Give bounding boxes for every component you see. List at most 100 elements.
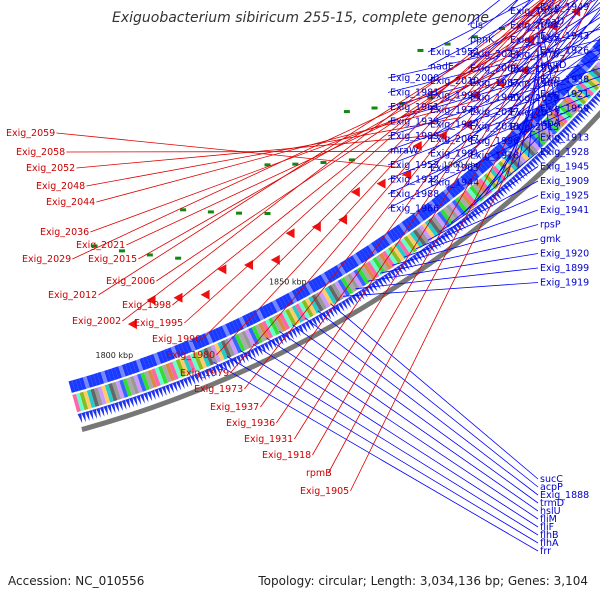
- reverse-strand-segment: [358, 249, 369, 262]
- cog-segment: [231, 335, 243, 354]
- cog-segment: [477, 178, 493, 195]
- forward-gene-arrow: [81, 412, 86, 423]
- gene-label-blue: Exig_1960: [470, 93, 519, 104]
- forward-gene-arrow: [211, 366, 217, 376]
- reverse-strand-segment: [542, 99, 554, 111]
- forward-gene-arrow: [204, 369, 210, 379]
- reverse-strand-segment: [265, 303, 275, 316]
- cog-segment: [403, 235, 418, 253]
- blue-leader-line: [450, 151, 539, 224]
- reverse-strand-segment: [355, 251, 366, 264]
- gene-label-blue: cls: [470, 20, 483, 31]
- gene-label-blue: Exig_1996: [470, 136, 519, 147]
- reverse-strand-segment: [457, 176, 469, 189]
- forward-gene-arrow: [294, 326, 301, 337]
- reverse-strand-segment: [252, 309, 261, 323]
- gene-label-red: Exig_2052: [26, 163, 75, 174]
- gene-label-blue: Exig_1945: [540, 162, 589, 173]
- blue-leader-line: [304, 317, 539, 496]
- cog-segment: [308, 296, 321, 314]
- reverse-strand-segment: [248, 311, 258, 324]
- reverse-strand-segment: [404, 217, 415, 230]
- forward-gene-arrow: [351, 294, 358, 304]
- blue-leader-line: [387, 115, 571, 209]
- red-leader-line: [244, 0, 552, 390]
- gene-label-red: Exig_2048: [36, 181, 85, 192]
- forward-gene-arrow: [473, 208, 481, 218]
- cog-segment: [182, 356, 193, 375]
- blue-leader-line: [537, 35, 540, 147]
- blue-leader-line: [317, 310, 539, 488]
- reverse-strand-segment: [271, 299, 281, 313]
- forward-gene-arrow: [267, 340, 274, 351]
- gc-tick: [264, 163, 271, 167]
- reverse-strand-segment: [262, 304, 271, 318]
- cog-segment: [258, 322, 270, 341]
- reverse-strand-segment: [460, 174, 471, 187]
- gene-label-red: Exig_1990: [152, 334, 201, 345]
- gc-tick: [118, 249, 125, 253]
- reverse-gene-arrow: [376, 178, 386, 189]
- gene-label-blue: flhB: [540, 530, 559, 541]
- cog-segment: [254, 324, 267, 342]
- cog-segment: [350, 271, 364, 289]
- gene-label-blue: ppnK: [470, 35, 495, 46]
- forward-gene-arrow: [511, 175, 520, 185]
- reverse-strand-segment: [474, 162, 486, 175]
- reverse-strand-segment: [255, 308, 265, 321]
- cog-segment: [562, 97, 579, 114]
- gc-tick: [146, 253, 153, 257]
- cog-segment: [321, 288, 334, 307]
- forward-gene-arrow: [165, 384, 171, 395]
- blue-leader-line: [507, 0, 578, 84]
- cog-segment: [359, 265, 373, 283]
- forward-gene-arrow: [242, 351, 249, 362]
- blue-leader-line: [355, 267, 539, 290]
- reverse-strand-segment: [555, 85, 567, 97]
- gene-label-red: Exig_1995: [134, 318, 183, 329]
- cog-segment: [97, 386, 107, 405]
- gene-label-blue: Exig_1988: [390, 189, 439, 200]
- reverse-strand-segment: [149, 353, 158, 367]
- red-leader-line: [184, 0, 544, 324]
- cog-segment: [588, 70, 600, 84]
- cog-segment: [436, 211, 451, 228]
- reverse-gene-arrow: [217, 264, 227, 275]
- cog-segment: [86, 389, 96, 409]
- forward-gene-arrow: [542, 147, 551, 156]
- red-leader-line: [76, 134, 441, 169]
- blue-leader-line: [462, 137, 539, 215]
- gc-tick: [91, 244, 98, 248]
- gene-label-blue: Exig_2024: [470, 49, 519, 60]
- forward-gene-arrow: [186, 376, 192, 387]
- forward-gene-arrow: [522, 165, 531, 175]
- reverse-strand-segment: [367, 243, 378, 256]
- gene-label-blue: Exig_1925: [540, 191, 589, 202]
- gene-label-blue: acpP: [540, 482, 563, 493]
- reverse-strand-segment: [419, 206, 430, 219]
- forward-gene-arrow: [482, 200, 490, 210]
- reverse-strand-segment: [560, 80, 572, 92]
- forward-gene-arrow: [118, 400, 123, 412]
- cog-segment: [533, 127, 549, 143]
- reverse-strand-segment: [79, 377, 87, 390]
- gc-tick: [417, 48, 424, 52]
- cog-segment: [158, 365, 168, 384]
- reverse-strand-segment: [231, 319, 241, 333]
- cog-segment: [234, 333, 246, 352]
- blue-leader-line: [427, 0, 531, 53]
- gene-label-blue: Exig_1949: [540, 2, 589, 13]
- gc-tick: [444, 42, 451, 46]
- red-leader-line: [56, 132, 400, 168]
- reverse-gene-arrow: [412, 140, 422, 151]
- reverse-strand-segment: [221, 324, 231, 337]
- gene-label-blue: Exig_1899: [540, 263, 589, 274]
- forward-gene-arrow: [221, 361, 228, 372]
- cog-segment: [311, 294, 324, 312]
- reverse-strand-segment: [132, 360, 140, 373]
- reverse-gene-arrow: [350, 187, 360, 198]
- cog-segment: [536, 124, 552, 141]
- red-leader-line: [72, 43, 536, 260]
- forward-gene-arrow: [496, 188, 505, 198]
- blue-leader-line: [279, 331, 539, 512]
